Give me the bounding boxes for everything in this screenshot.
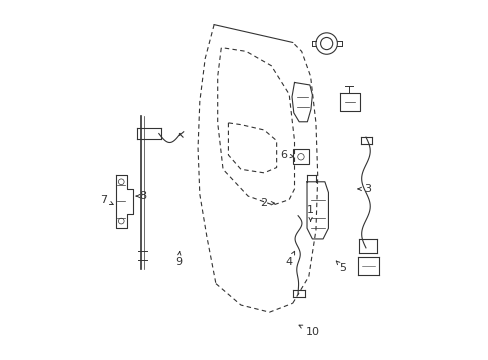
Text: 8: 8	[136, 191, 146, 201]
FancyBboxPatch shape	[292, 149, 308, 164]
Text: 7: 7	[100, 195, 113, 204]
Text: 10: 10	[299, 325, 319, 337]
Text: 3: 3	[357, 184, 370, 194]
Text: 6: 6	[280, 150, 293, 160]
Text: 1: 1	[306, 205, 313, 221]
Text: 2: 2	[260, 198, 274, 208]
Text: 9: 9	[175, 251, 182, 267]
Text: 5: 5	[336, 261, 346, 273]
Text: 4: 4	[285, 251, 294, 267]
